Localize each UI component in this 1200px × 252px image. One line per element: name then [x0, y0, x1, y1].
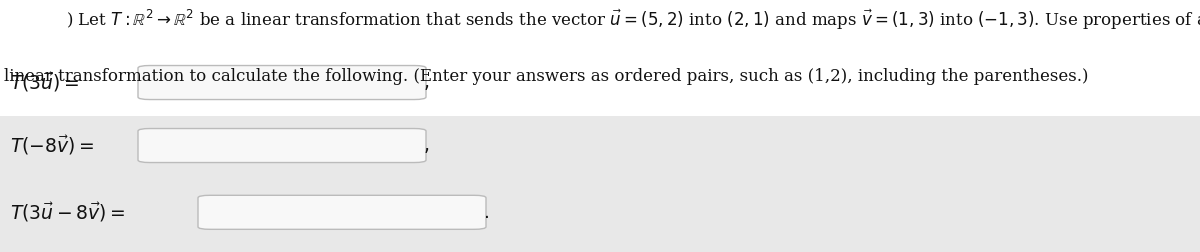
- FancyBboxPatch shape: [0, 0, 1200, 116]
- FancyBboxPatch shape: [138, 129, 426, 163]
- Text: $T(3\vec{u}) = $: $T(3\vec{u}) = $: [10, 71, 79, 94]
- Text: .: .: [484, 203, 490, 222]
- Text: ,: ,: [424, 73, 430, 92]
- Text: ,: ,: [424, 136, 430, 155]
- FancyBboxPatch shape: [138, 66, 426, 100]
- Text: linear transformation to calculate the following. (Enter your answers as ordered: linear transformation to calculate the f…: [4, 68, 1088, 85]
- Text: $T(-8\vec{v}) = $: $T(-8\vec{v}) = $: [10, 134, 94, 157]
- Text: $T(3\vec{u} - 8\vec{v}) = $: $T(3\vec{u} - 8\vec{v}) = $: [10, 201, 125, 224]
- FancyBboxPatch shape: [198, 195, 486, 229]
- Text: ) Let $T : \mathbb{R}^2 \rightarrow \mathbb{R}^2$ be a linear transformation tha: ) Let $T : \mathbb{R}^2 \rightarrow \mat…: [66, 8, 1200, 32]
